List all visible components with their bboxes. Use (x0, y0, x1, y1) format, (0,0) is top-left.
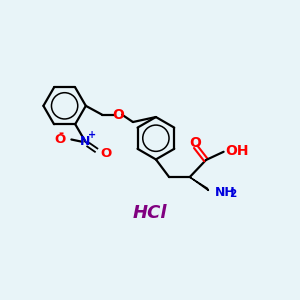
Text: O: O (112, 108, 124, 122)
Text: O: O (55, 133, 66, 146)
Polygon shape (190, 177, 208, 190)
Text: NH: NH (214, 186, 235, 199)
Text: OH: OH (225, 144, 249, 158)
Text: +: + (88, 130, 96, 140)
Text: O: O (189, 136, 201, 150)
Text: O: O (101, 147, 112, 160)
Text: HCl: HCl (133, 204, 167, 222)
Text: -: - (58, 127, 63, 140)
Text: 2: 2 (229, 189, 236, 199)
Text: N: N (80, 135, 91, 148)
